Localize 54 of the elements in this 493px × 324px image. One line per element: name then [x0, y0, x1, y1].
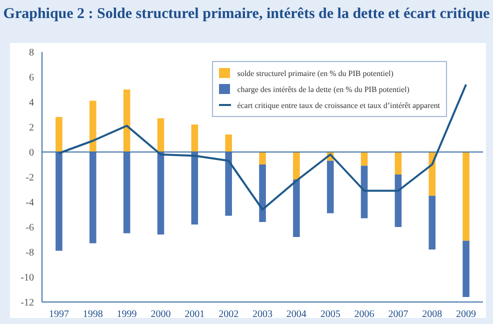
y-tick-label: 8 — [29, 48, 34, 59]
bar — [462, 152, 470, 241]
x-tick-label: 2003 — [252, 309, 272, 320]
bar — [293, 180, 300, 237]
x-tick-label: 2006 — [354, 309, 374, 320]
bar — [123, 90, 130, 152]
bar — [394, 174, 402, 227]
bar — [360, 152, 368, 166]
y-tick-label: 6 — [29, 72, 34, 84]
bar — [293, 152, 300, 180]
bar — [56, 117, 62, 152]
x-tick-label: 2002 — [218, 309, 239, 320]
bar — [428, 196, 436, 250]
bar — [89, 152, 96, 244]
bar — [259, 164, 266, 222]
y-tick-label: -8 — [26, 248, 34, 259]
x-tick-label: 1998 — [82, 309, 103, 320]
x-tick-label: 2005 — [320, 309, 340, 320]
bar — [89, 100, 96, 152]
x-tick-label: 2009 — [456, 309, 476, 320]
y-tick-label: 4 — [29, 98, 34, 109]
bar — [462, 240, 470, 297]
bar — [123, 152, 130, 234]
y-tick-label: -4 — [26, 198, 34, 209]
y-tick-label: 0 — [29, 148, 34, 159]
bar — [360, 166, 368, 218]
y-tick-label: -2 — [26, 172, 34, 184]
bar — [225, 152, 232, 216]
bar — [191, 124, 198, 152]
y-tick-label: -12 — [20, 298, 34, 309]
y-tick-label: 2 — [29, 122, 34, 134]
y-tick-label: -6 — [26, 222, 34, 234]
bar — [394, 152, 402, 174]
x-tick-label: 2001 — [184, 309, 205, 320]
x-tick-label: 2000 — [150, 309, 171, 320]
bar — [191, 152, 198, 224]
x-tick-label: 1997 — [48, 309, 69, 320]
x-tick-label: 2007 — [388, 309, 408, 320]
bar — [157, 152, 164, 234]
x-tick-label: 2004 — [286, 309, 306, 320]
bar — [326, 160, 334, 214]
chart-title: Graphique 2 : Solde structurel primaire, intérêts de la dette et écart critique — [2, 6, 491, 23]
x-tick-label: 2008 — [422, 309, 442, 320]
line-series — [58, 84, 468, 210]
bar — [157, 118, 164, 152]
bar — [428, 152, 436, 196]
bar — [259, 152, 266, 164]
y-tick-label: -10 — [20, 272, 34, 284]
x-tick-label: 1999 — [116, 309, 137, 320]
bar — [56, 152, 62, 251]
legend-label: écart critique entre taux de croissance et taux d’intérêt apparent — [237, 100, 440, 110]
legend-label: solde structurel primaire (en % du PIB potentiel) — [237, 68, 394, 78]
legend-label: charge des intérêts de la dette (en % du PIB potentiel) — [237, 84, 410, 94]
bar — [225, 134, 232, 152]
